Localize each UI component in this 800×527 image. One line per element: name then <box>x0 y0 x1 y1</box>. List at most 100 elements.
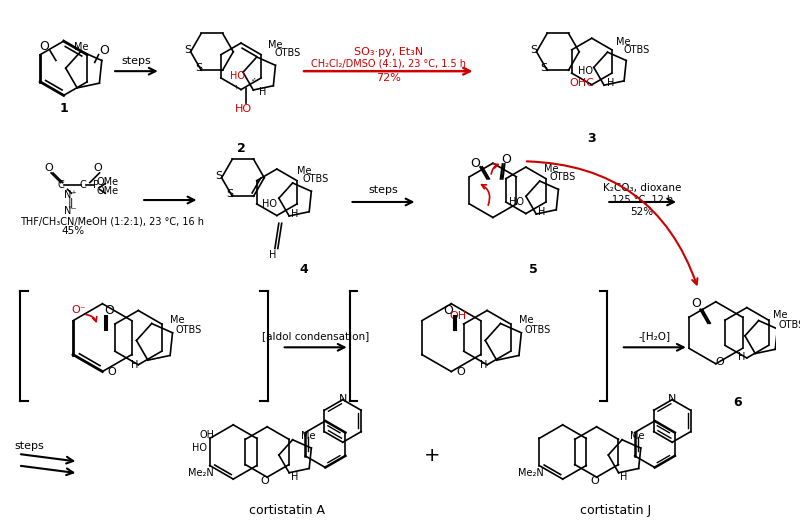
Bar <box>310 396 330 415</box>
Bar <box>757 493 776 512</box>
Bar <box>640 144 659 163</box>
Bar <box>446 8 466 27</box>
Bar <box>369 376 388 396</box>
Bar <box>59 105 78 124</box>
Bar <box>214 163 234 182</box>
Bar <box>330 357 350 376</box>
Bar <box>485 202 505 221</box>
Bar <box>117 493 136 512</box>
Bar <box>659 435 679 454</box>
Bar <box>388 279 408 299</box>
Bar <box>602 105 621 124</box>
Text: O: O <box>470 157 481 170</box>
Bar <box>59 376 78 396</box>
Bar <box>505 493 524 512</box>
Bar <box>369 202 388 221</box>
Bar <box>39 182 59 202</box>
Bar <box>466 279 485 299</box>
Bar <box>369 47 388 66</box>
Bar <box>1 124 20 144</box>
Bar <box>640 8 659 27</box>
Bar <box>640 318 659 338</box>
Bar <box>59 47 78 66</box>
Bar <box>427 27 446 47</box>
Bar <box>194 144 214 163</box>
Bar <box>446 260 466 279</box>
Text: HO: HO <box>192 443 207 453</box>
Text: O: O <box>457 367 466 376</box>
Bar <box>562 241 582 260</box>
Bar <box>20 279 39 299</box>
Bar <box>234 27 253 47</box>
Bar <box>698 415 718 435</box>
Bar <box>408 512 427 527</box>
Bar <box>446 182 466 202</box>
Text: ‖: ‖ <box>68 198 74 208</box>
Bar <box>582 163 602 182</box>
Bar <box>78 299 98 318</box>
Bar <box>505 47 524 66</box>
Bar <box>582 279 602 299</box>
Bar <box>350 357 369 376</box>
Bar <box>59 279 78 299</box>
Bar <box>408 182 427 202</box>
Bar <box>156 202 175 221</box>
Bar <box>117 163 136 182</box>
Bar <box>117 86 136 105</box>
Bar <box>350 454 369 473</box>
Bar <box>582 396 602 415</box>
Bar <box>310 124 330 144</box>
Bar <box>562 182 582 202</box>
Bar <box>679 260 698 279</box>
Bar <box>640 338 659 357</box>
Bar <box>330 299 350 318</box>
Bar <box>253 512 272 527</box>
Bar <box>20 182 39 202</box>
Bar <box>310 105 330 124</box>
Bar <box>136 473 156 493</box>
Bar <box>194 8 214 27</box>
Bar <box>272 396 291 415</box>
Bar <box>466 396 485 415</box>
Bar <box>524 396 543 415</box>
Bar <box>485 260 505 279</box>
Bar <box>621 47 640 66</box>
Bar <box>408 299 427 318</box>
Bar <box>582 124 602 144</box>
Bar <box>156 318 175 338</box>
Bar <box>640 27 659 47</box>
Bar <box>640 473 659 493</box>
Bar <box>1 47 20 66</box>
Bar <box>117 512 136 527</box>
Bar <box>543 86 562 105</box>
Bar <box>582 144 602 163</box>
Bar <box>39 473 59 493</box>
Bar <box>59 338 78 357</box>
Bar <box>757 221 776 241</box>
Bar <box>117 357 136 376</box>
Bar <box>253 435 272 454</box>
Bar <box>350 47 369 66</box>
Bar <box>272 202 291 221</box>
Bar <box>39 512 59 527</box>
Bar <box>466 86 485 105</box>
Bar <box>602 260 621 279</box>
Bar <box>156 124 175 144</box>
Bar <box>698 163 718 182</box>
Bar <box>310 86 330 105</box>
Bar <box>194 396 214 415</box>
Bar <box>117 124 136 144</box>
Bar <box>350 144 369 163</box>
Bar <box>485 163 505 182</box>
Bar <box>369 396 388 415</box>
FancyArrowPatch shape <box>491 164 498 174</box>
Text: OTBS: OTBS <box>274 48 301 58</box>
Bar <box>272 454 291 473</box>
Bar <box>562 163 582 182</box>
Bar <box>718 260 737 279</box>
Bar <box>234 279 253 299</box>
Text: SO₃·py, Et₃N: SO₃·py, Et₃N <box>354 47 423 57</box>
Bar <box>136 396 156 415</box>
Bar <box>1 415 20 435</box>
Bar <box>659 144 679 163</box>
